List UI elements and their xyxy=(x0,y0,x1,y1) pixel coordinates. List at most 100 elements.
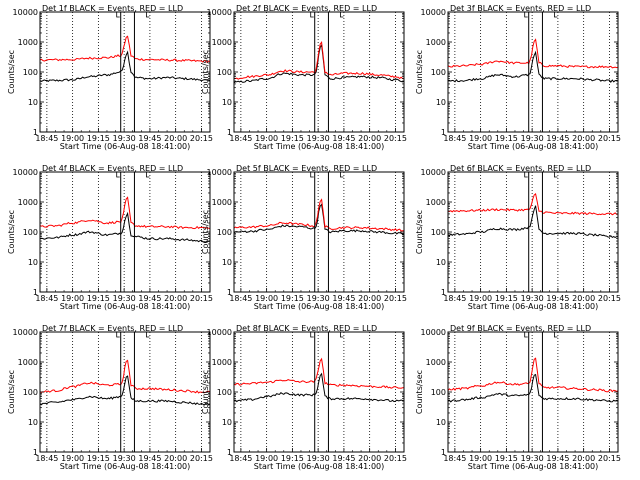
panel-5: Det 5f BLACK = Events, RED = LLD 1 10 100 10… xyxy=(201,164,407,311)
x-tick-label: 20:00 xyxy=(572,134,595,143)
y-axis-title: Counts/sec xyxy=(7,50,16,94)
x-tick-label: 19:30 xyxy=(307,134,330,143)
y-axis-title: Counts/sec xyxy=(201,210,210,254)
x-tick-label: 20:15 xyxy=(190,134,213,143)
x-axis-title: Start Time (06-Aug-08 18:41:00) xyxy=(468,142,599,151)
x-tick-label: 19:45 xyxy=(546,134,569,143)
x-tick-label: 20:15 xyxy=(190,454,213,463)
y-tick-label: 10 xyxy=(436,98,446,107)
x-tick-label: 19:45 xyxy=(138,454,161,463)
x-tick-label: 19:30 xyxy=(307,294,330,303)
y-tick-label: 1 xyxy=(227,288,232,297)
series-lld-line xyxy=(39,196,211,230)
x-tick-label: 18:45 xyxy=(443,294,466,303)
x-tick-label: 19:00 xyxy=(61,294,84,303)
y-tick-label: 1 xyxy=(33,288,38,297)
panel-2: Det 2f BLACK = Events, RED = LLD 1 10 100 10… xyxy=(201,4,407,151)
series-lld-line xyxy=(39,359,211,394)
x-tick-label: 20:15 xyxy=(384,294,407,303)
interval-bracket-left xyxy=(116,172,120,178)
y-tick-label: 1000 xyxy=(426,198,446,207)
x-tick-label: 19:00 xyxy=(61,454,84,463)
y-tick-label: 10000 xyxy=(207,168,232,177)
y-tick-label: 10000 xyxy=(13,168,38,177)
series-lld-line xyxy=(447,38,619,69)
x-tick-label: 20:00 xyxy=(572,294,595,303)
x-tick-label: 19:00 xyxy=(255,294,278,303)
y-tick-label: 100 xyxy=(23,68,38,77)
x-tick-label: 19:45 xyxy=(546,294,569,303)
y-tick-label: 100 xyxy=(23,388,38,397)
series-lld-line xyxy=(39,35,211,64)
series-events-line xyxy=(447,205,619,239)
y-tick-label: 100 xyxy=(431,68,446,77)
panel-title: Det 3f BLACK = Events, RED = LLD xyxy=(450,4,591,13)
x-axis-title: Start Time (06-Aug-08 18:41:00) xyxy=(254,142,385,151)
panel-8: Det 8f BLACK = Events, RED = LLD 1 10 100 10… xyxy=(201,324,407,471)
y-tick-label: 1 xyxy=(441,288,446,297)
series-events-line xyxy=(233,372,405,403)
x-tick-label: 18:45 xyxy=(443,134,466,143)
x-tick-label: 20:15 xyxy=(598,454,621,463)
x-tick-label: 19:00 xyxy=(469,134,492,143)
y-tick-label: 1000 xyxy=(426,38,446,47)
x-tick-label: 19:00 xyxy=(469,294,492,303)
y-axis-title: Counts/sec xyxy=(415,210,424,254)
plot-frame xyxy=(39,171,211,293)
interval-bracket-right xyxy=(146,332,150,338)
y-tick-label: 10 xyxy=(436,418,446,427)
y-tick-label: 1000 xyxy=(426,358,446,367)
y-tick-label: 100 xyxy=(217,388,232,397)
x-tick-label: 20:15 xyxy=(598,134,621,143)
x-tick-label: 19:30 xyxy=(521,294,544,303)
y-tick-label: 10000 xyxy=(421,328,446,337)
x-tick-label: 18:45 xyxy=(35,134,58,143)
y-tick-label: 1 xyxy=(227,128,232,137)
interval-bracket-left xyxy=(116,332,120,338)
x-tick-label: 20:15 xyxy=(190,294,213,303)
interval-bracket-right xyxy=(554,12,558,18)
x-tick-label: 20:00 xyxy=(358,454,381,463)
x-axis-title: Start Time (06-Aug-08 18:41:00) xyxy=(60,302,191,311)
x-tick-label: 20:00 xyxy=(164,294,187,303)
y-tick-label: 1000 xyxy=(18,38,38,47)
series-lld-line xyxy=(233,198,404,232)
y-tick-label: 10 xyxy=(28,98,38,107)
y-tick-label: 100 xyxy=(23,228,38,237)
panel-9: Det 9f BLACK = Events, RED = LLD 1 10 100 10… xyxy=(415,324,621,471)
y-tick-label: 1000 xyxy=(212,38,232,47)
panel-title: Det 6f BLACK = Events, RED = LLD xyxy=(450,164,591,173)
series-events-line xyxy=(448,50,619,83)
y-tick-label: 1 xyxy=(33,448,38,457)
y-tick-label: 1 xyxy=(33,128,38,137)
interval-bracket-right xyxy=(340,332,344,338)
y-tick-label: 10000 xyxy=(207,328,232,337)
x-tick-label: 19:15 xyxy=(87,294,110,303)
y-tick-label: 10 xyxy=(222,98,232,107)
series-lld-line xyxy=(234,41,405,80)
y-tick-label: 1000 xyxy=(18,358,38,367)
panel-title: Det 5f BLACK = Events, RED = LLD xyxy=(236,164,377,173)
x-tick-label: 19:00 xyxy=(255,454,278,463)
y-axis-title: Counts/sec xyxy=(7,370,16,414)
x-tick-label: 19:45 xyxy=(546,454,569,463)
x-tick-label: 19:30 xyxy=(521,454,544,463)
x-tick-label: 19:45 xyxy=(138,294,161,303)
interval-bracket-left xyxy=(310,12,314,18)
x-tick-label: 20:00 xyxy=(164,454,187,463)
plot-frame xyxy=(233,11,405,133)
panel-title: Det 9f BLACK = Events, RED = LLD xyxy=(450,324,591,333)
interval-bracket-left xyxy=(524,12,528,18)
y-tick-label: 10000 xyxy=(13,328,38,337)
y-tick-label: 10 xyxy=(436,258,446,267)
y-axis-title: Counts/sec xyxy=(201,370,210,414)
y-tick-label: 1 xyxy=(227,448,232,457)
panel-title: Det 4f BLACK = Events, RED = LLD xyxy=(42,164,183,173)
y-axis-title: Counts/sec xyxy=(201,50,210,94)
plot-frame xyxy=(447,171,619,293)
series-events-line xyxy=(39,50,211,83)
x-tick-label: 18:45 xyxy=(35,454,58,463)
panel-7: Det 7f BLACK = Events, RED = LLD 1 10 100 10… xyxy=(7,324,213,471)
y-tick-label: 100 xyxy=(431,388,446,397)
x-tick-label: 19:00 xyxy=(61,134,84,143)
